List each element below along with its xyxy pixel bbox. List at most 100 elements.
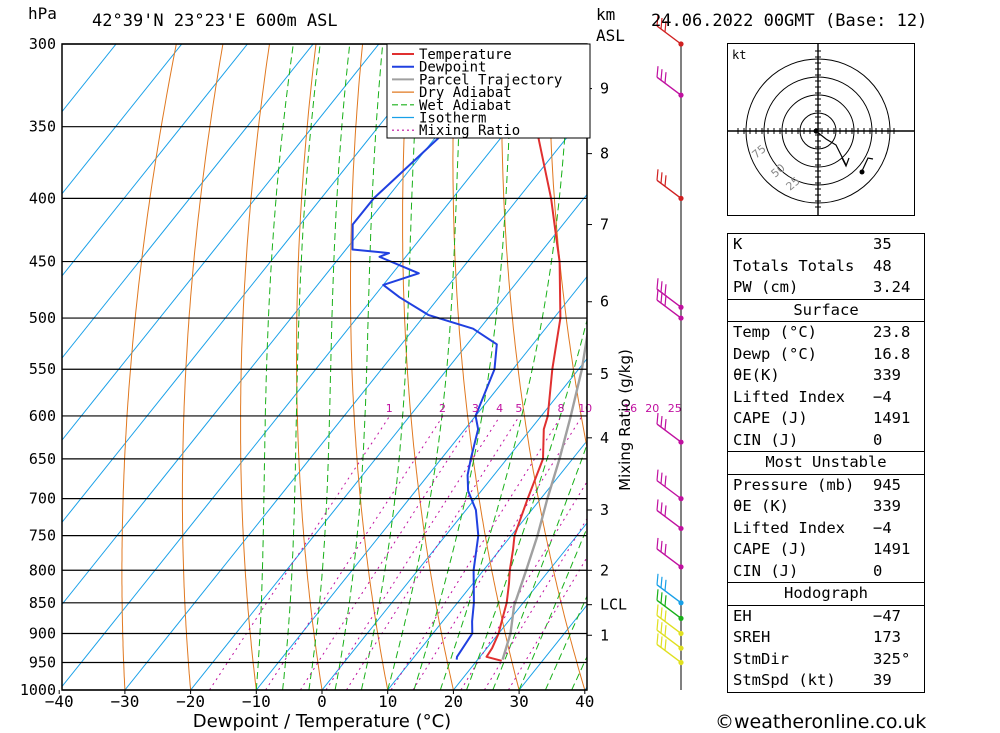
index-row: PW (cm) 3.24 [728, 277, 924, 299]
isotherm-line [62, 44, 314, 359]
index-value: −47 [873, 606, 901, 625]
credit-link[interactable]: ©weatheronline.co.uk [715, 711, 927, 733]
most-unstable-title: Most Unstable [728, 452, 924, 475]
mixing-ratio-label: 5 [515, 402, 522, 415]
wind-barb-feather [656, 589, 659, 601]
index-row: CIN (J) 0 [728, 430, 924, 452]
height-tick-label: 7 [600, 216, 609, 234]
pressure-tick-label: 400 [29, 189, 56, 207]
mixing-ratio-line [325, 415, 501, 690]
legend-label: Dry Adiabat [419, 85, 512, 101]
isotherm-line [62, 44, 183, 195]
index-key: θE(K) [733, 366, 780, 384]
isotherm-line [62, 44, 577, 688]
index-value: 39 [873, 671, 892, 689]
wind-barb-feather [664, 610, 667, 622]
index-row: SREH 173 [728, 627, 924, 649]
index-key: K [733, 235, 743, 253]
height-tick-label: 2 [600, 561, 609, 579]
surface-title: Surface [728, 300, 924, 322]
index-value: 3.24 [873, 278, 911, 296]
x-tick-label: −40 [45, 692, 74, 711]
index-value: 48 [873, 256, 892, 275]
height-unit-label: km [596, 5, 616, 24]
pressure-tick-label: 300 [29, 35, 56, 53]
index-row: Lifted Index −4 [728, 518, 924, 540]
wet-adiabat-line [308, 44, 351, 690]
pressure-tick-label: 500 [29, 309, 56, 327]
index-value: 945 [873, 475, 901, 494]
isotherm-line [62, 44, 248, 277]
index-row: K 35 [728, 234, 924, 256]
wind-barb-feather [660, 592, 663, 604]
x-tick-label: −30 [110, 692, 139, 711]
x-axis-label: Dewpoint / Temperature (°C) [193, 711, 451, 732]
wind-barb-feather [664, 295, 667, 307]
dry-adiabat-line [968, 44, 1000, 690]
wind-barb-feather [660, 502, 663, 514]
index-value: 173 [873, 628, 901, 646]
dry-adiabat-line [548, 44, 587, 450]
index-row: EH −47 [728, 606, 924, 628]
index-value: 339 [873, 497, 901, 515]
index-key: Lifted Index [733, 387, 845, 406]
wind-barb-feather [660, 607, 663, 619]
x-tick-label: −20 [176, 692, 205, 711]
isotherm-line [255, 275, 587, 690]
mixing-ratio-line [299, 415, 477, 690]
index-key: CIN (J) [733, 561, 799, 580]
index-row: Lifted Index −4 [728, 387, 924, 409]
index-key: PW (cm) [733, 278, 799, 296]
height-tick-label: 3 [600, 501, 609, 519]
wet-adiabat-line [334, 44, 384, 690]
height-unit-asl: ASL [596, 26, 625, 45]
legend-label: Isotherm [419, 111, 486, 127]
pressure-tick-label: 450 [29, 253, 56, 271]
hodograph-ring-label: 50 [769, 161, 788, 180]
wind-barb-feather [656, 604, 659, 616]
pressure-tick-label: 550 [29, 360, 56, 378]
height-tick-label: 9 [600, 80, 609, 98]
dry-adiabat-line [402, 44, 454, 690]
isotherm-line [62, 44, 445, 524]
isotherm-line [62, 44, 117, 113]
wind-barb-feather [656, 66, 659, 78]
index-key: Temp (°C) [733, 323, 817, 341]
mixing-ratio-axis-label: Mixing Ratio (g/kg) [616, 349, 634, 491]
wind-barb-feather [660, 622, 663, 634]
wind-barb-feather [664, 419, 667, 431]
height-tick-label: LCL [600, 596, 627, 614]
legend-label: Parcel Trajectory [419, 72, 562, 88]
hodograph-arrow [841, 157, 850, 168]
temperature-line [485, 44, 562, 662]
mixing-ratio-line [265, 415, 444, 690]
height-tick-label: 8 [600, 145, 609, 163]
index-row: StmDir 325° [728, 649, 924, 671]
index-key: Pressure (mb) [733, 475, 855, 494]
wet-adiabat-line [544, 594, 587, 690]
index-key: SREH [733, 628, 771, 646]
wind-barb-feather [664, 625, 667, 637]
index-row: CAPE (J) 1491 [728, 539, 924, 561]
wet-adiabat-line [492, 443, 587, 690]
hodograph-rows: EH −47 SREH 173 StmDir 325° StmSpd (kt) 39 [728, 606, 924, 692]
hodograph-title: Hodograph [728, 583, 924, 606]
wind-barb-feather [656, 289, 659, 301]
isotherm-line [453, 522, 587, 690]
mixing-ratio-line [390, 415, 562, 690]
wet-adiabat-line [518, 526, 587, 690]
isotherm-line [321, 357, 587, 690]
wind-barb-feather [660, 17, 663, 30]
most-unstable-rows: Pressure (mb) 945 θE (K) 339 Lifted Index −4 C… [728, 475, 924, 583]
pressure-tick-label: 900 [29, 624, 56, 642]
dry-adiabat-line [921, 44, 1000, 690]
pressure-tick-label: 700 [29, 490, 56, 508]
wind-barb-feather [656, 14, 659, 27]
index-row: Pressure (mb) 945 [728, 475, 924, 497]
wind-barb-feather [660, 540, 663, 552]
index-row: Dewp (°C) 16.8 [728, 344, 924, 366]
index-value: 35 [873, 235, 892, 253]
index-value: −4 [873, 387, 892, 406]
mixing-ratio-label: 20 [645, 402, 659, 415]
